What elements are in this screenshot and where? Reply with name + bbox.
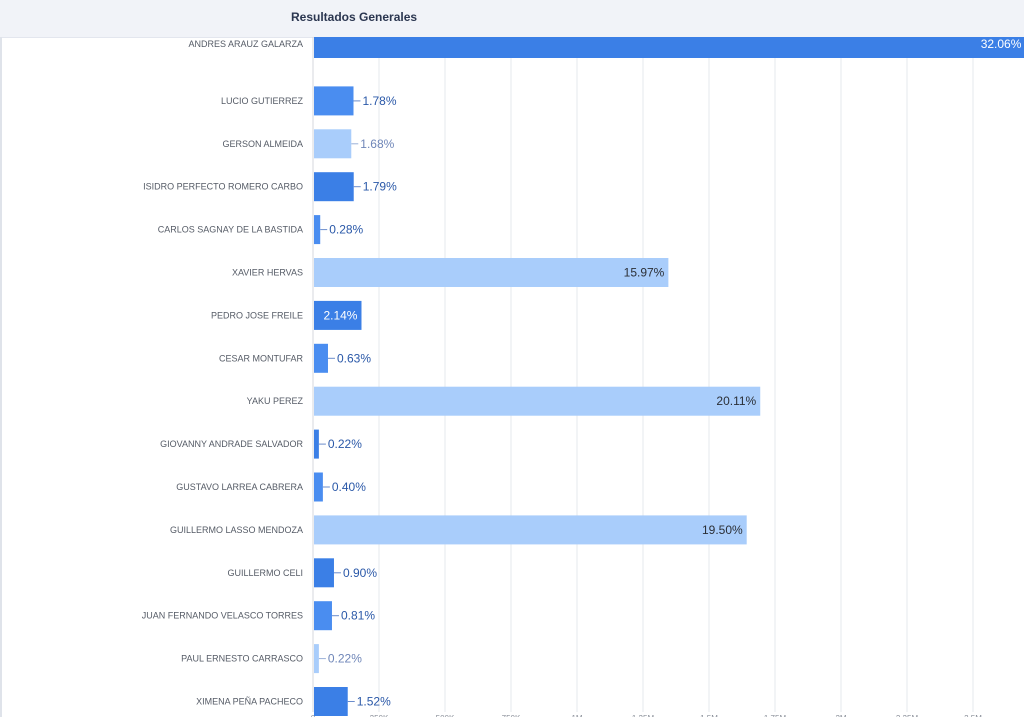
category-label: GIOVANNY ANDRADE SALVADOR — [160, 439, 303, 449]
bar — [314, 687, 348, 716]
value-label: 32.06% — [981, 37, 1022, 51]
category-label: ISIDRO PERFECTO ROMERO CARBO — [143, 182, 303, 192]
value-label: 1.79% — [363, 180, 397, 194]
category-label: GUILLERMO CELI — [227, 568, 303, 578]
x-tick-label: 500K — [436, 714, 455, 717]
bar — [314, 86, 354, 116]
bar — [314, 601, 332, 631]
x-tick-label: 1.25M — [632, 714, 655, 717]
value-label: 0.81% — [341, 609, 375, 623]
bar — [314, 644, 319, 674]
bar — [314, 258, 669, 287]
category-label: CESAR MONTUFAR — [219, 353, 304, 363]
value-label: 0.22% — [328, 437, 362, 451]
value-label: 19.50% — [702, 523, 743, 537]
bar — [314, 215, 321, 245]
bar — [314, 558, 334, 588]
category-label: GERSON ALMEIDA — [222, 139, 303, 149]
bar — [314, 300, 362, 330]
category-label: JUAN FERNANDO VELASCO TORRES — [142, 611, 303, 621]
value-label: 1.78% — [362, 94, 396, 108]
value-label: 1.52% — [357, 695, 391, 709]
category-label: XAVIER HERVAS — [232, 268, 303, 278]
bar — [314, 515, 747, 545]
category-label: PAUL ERNESTO CARRASCO — [181, 654, 303, 664]
value-label: 0.28% — [329, 223, 363, 237]
category-label: ANDRES ARAUZ GALARZA — [188, 39, 303, 49]
bar — [314, 429, 319, 459]
category-label: LUCIO GUTIERREZ — [221, 96, 304, 106]
x-tick-label: 0 — [311, 714, 316, 717]
bar — [314, 37, 1024, 58]
value-label: 15.97% — [624, 266, 665, 280]
category-label: YAKU PEREZ — [247, 396, 304, 406]
value-label: 0.90% — [343, 566, 377, 580]
x-tick-label: 1.75M — [764, 714, 787, 717]
x-tick-label: 2M — [835, 714, 846, 717]
x-tick-label: 2.5M — [964, 714, 982, 717]
category-label: GUILLERMO LASSO MENDOZA — [170, 525, 303, 535]
value-label: 0.40% — [332, 480, 366, 494]
category-label: CARLOS SAGNAY DE LA BASTIDA — [158, 225, 303, 235]
value-label: 2.14% — [323, 308, 357, 322]
value-label: 0.63% — [337, 351, 371, 365]
bar — [314, 343, 328, 373]
category-label: XIMENA PEÑA PACHECO — [196, 697, 303, 707]
bar — [314, 172, 354, 202]
value-label: 1.68% — [360, 137, 394, 151]
value-label: 0.22% — [328, 652, 362, 666]
category-label: GUSTAVO LARREA CABRERA — [176, 482, 303, 492]
chart-title: Resultados Generales — [291, 10, 418, 24]
x-tick-label: 2.25M — [896, 714, 919, 717]
bar — [314, 129, 352, 159]
value-label: 20.11% — [716, 394, 756, 408]
x-tick-label: 250K — [370, 714, 389, 717]
bar — [314, 386, 761, 416]
x-tick-label: 750K — [502, 714, 521, 717]
left-panel-edge — [0, 37, 2, 717]
x-tick-label: 1M — [571, 714, 582, 717]
bar — [314, 472, 323, 502]
category-label: PEDRO JOSE FREILE — [211, 310, 303, 320]
x-tick-label: 1.5M — [700, 714, 718, 717]
